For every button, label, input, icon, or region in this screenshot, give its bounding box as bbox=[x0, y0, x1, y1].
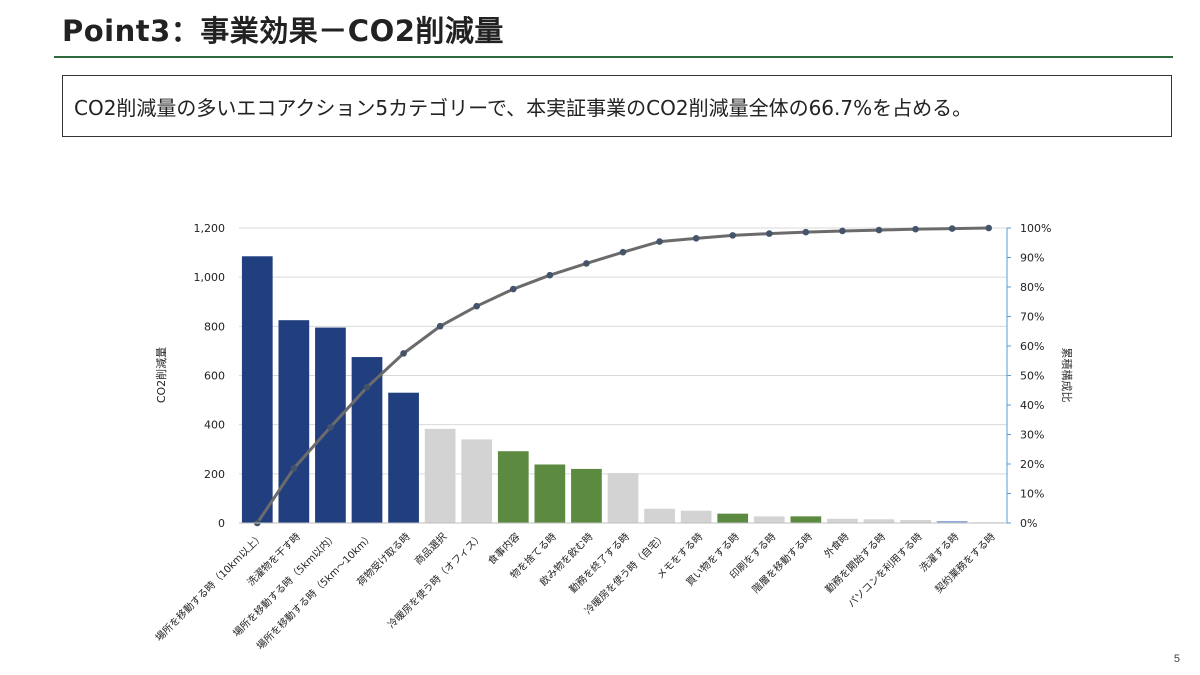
x-tick-label: 商品選択 bbox=[412, 530, 449, 567]
bar bbox=[607, 473, 639, 523]
x-tick-label: 契約業務をする時 bbox=[932, 530, 998, 596]
y-tick-label: 0 bbox=[218, 517, 225, 530]
line-point bbox=[839, 227, 846, 235]
y2-tick-label: 40% bbox=[1020, 399, 1044, 412]
y2-tick-label: 30% bbox=[1020, 429, 1044, 442]
y2-tick-label: 10% bbox=[1020, 488, 1044, 501]
line-point bbox=[875, 226, 883, 234]
bar bbox=[278, 320, 310, 523]
line-point bbox=[692, 235, 700, 242]
bar bbox=[644, 508, 675, 523]
y-axis-label: CO2削減量 bbox=[154, 347, 168, 403]
bar-series bbox=[241, 256, 1005, 523]
x-tick-label: 食事内容 bbox=[485, 530, 522, 567]
line-point bbox=[400, 350, 407, 357]
bar bbox=[388, 392, 419, 523]
y-tick-label: 1,000 bbox=[194, 271, 226, 284]
y-tick-label: 200 bbox=[204, 468, 225, 481]
bar bbox=[571, 468, 602, 523]
y2-tick-label: 80% bbox=[1020, 281, 1044, 294]
bar bbox=[863, 519, 895, 523]
bar bbox=[717, 513, 749, 523]
line-point bbox=[912, 225, 919, 233]
y2-tick-label: 70% bbox=[1020, 311, 1044, 324]
title-underline bbox=[54, 56, 1173, 58]
y2-tick-label: 20% bbox=[1020, 458, 1044, 471]
bar bbox=[680, 510, 712, 523]
y-tick-label: 1,200 bbox=[194, 222, 226, 235]
line-point bbox=[436, 322, 444, 330]
line-point bbox=[948, 225, 956, 232]
x-axis-labels: 場所を移動する時（10km以上）洗濯物を干す時場所を移動する時（5km以内）場所… bbox=[152, 530, 997, 652]
right-axis-ticks: 0% 10% 20% 30% 40% 50% 60% 70% 80% 90% 100% bbox=[1007, 222, 1051, 530]
x-tick-label: 勤務を終了する時 bbox=[566, 530, 632, 596]
y-tick-label: 600 bbox=[204, 370, 225, 383]
y2-tick-label: 60% bbox=[1020, 340, 1044, 353]
y2-axis-label: 累積構成比 bbox=[1060, 348, 1074, 403]
y2-tick-label: 50% bbox=[1020, 370, 1044, 383]
page-number: 5 bbox=[1173, 653, 1180, 665]
summary-text: CO2削減量の多いエコアクション5カテゴリーで、本実証事業のCO2削減量全体の6… bbox=[74, 95, 973, 120]
cumulative-line-series bbox=[253, 224, 993, 527]
line-point bbox=[985, 224, 993, 232]
line-point bbox=[619, 248, 627, 256]
x-tick-label: 階層を移動する時 bbox=[749, 530, 815, 596]
bar bbox=[351, 357, 383, 523]
line-point bbox=[546, 271, 554, 279]
bar bbox=[936, 521, 968, 523]
y-tick-label: 400 bbox=[204, 419, 225, 432]
bar bbox=[424, 428, 456, 523]
bar bbox=[241, 256, 273, 523]
bar bbox=[461, 439, 493, 523]
y-tick-label: 800 bbox=[204, 320, 225, 333]
bar bbox=[790, 516, 822, 523]
line-point bbox=[509, 285, 517, 293]
bar bbox=[497, 451, 529, 523]
bar bbox=[827, 518, 858, 523]
line-point bbox=[656, 238, 663, 245]
x-tick-label: パソコンを利用する時 bbox=[845, 531, 924, 610]
line-point bbox=[583, 260, 590, 267]
line-point bbox=[473, 302, 481, 310]
line-point bbox=[729, 232, 737, 239]
line-point bbox=[802, 228, 810, 236]
x-tick-label: 勤務を開始する時 bbox=[822, 530, 888, 596]
line-point bbox=[765, 230, 773, 237]
summary-box: CO2削減量の多いエコアクション5カテゴリーで、本実証事業のCO2削減量全体の6… bbox=[62, 75, 1172, 137]
slide-title: Point3：事業効果－CO2削減量 bbox=[62, 14, 504, 48]
line-point bbox=[327, 423, 334, 431]
line-point bbox=[363, 384, 371, 391]
line-point bbox=[290, 465, 298, 472]
bar bbox=[753, 516, 785, 523]
bar bbox=[900, 520, 931, 523]
y2-tick-label: 0% bbox=[1020, 517, 1037, 530]
y2-tick-label: 90% bbox=[1020, 252, 1044, 265]
left-axis-ticks: 0 200 400 600 800 1,000 1,200 bbox=[194, 222, 226, 530]
bar bbox=[534, 464, 566, 523]
x-tick-label: 外食時 bbox=[821, 530, 851, 560]
y2-tick-label: 100% bbox=[1020, 222, 1051, 235]
